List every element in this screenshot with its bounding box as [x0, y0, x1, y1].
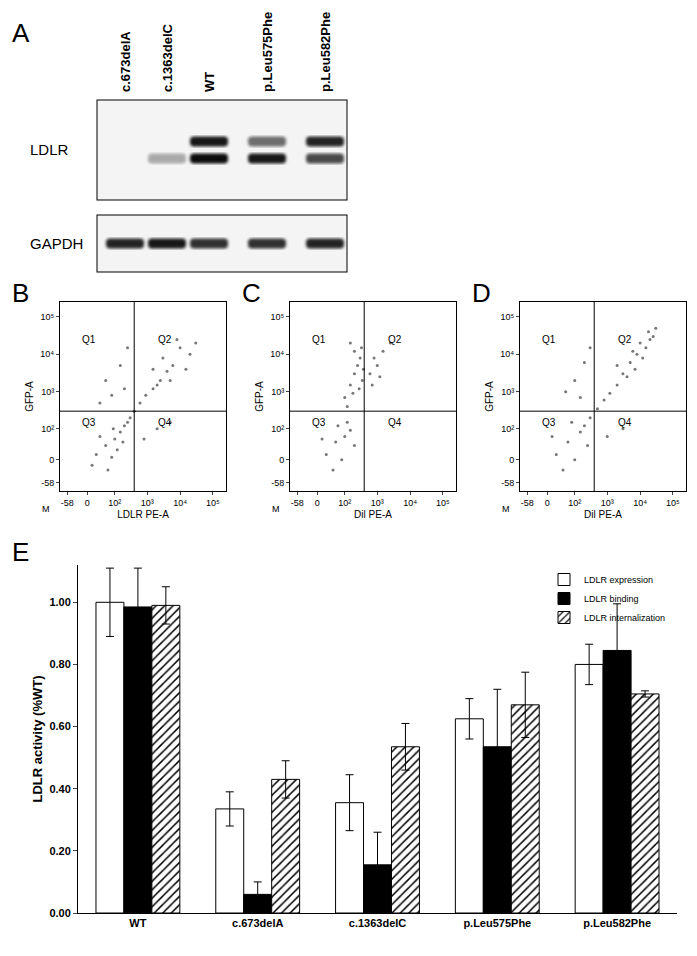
svg-text:Dil PE-A: Dil PE-A — [584, 509, 622, 520]
svg-text:10⁴: 10⁴ — [633, 498, 647, 508]
svg-text:GFP-A: GFP-A — [24, 381, 35, 412]
svg-text:10⁵: 10⁵ — [206, 498, 220, 508]
svg-text:Q1: Q1 — [312, 334, 326, 345]
svg-text:0: 0 — [545, 498, 550, 508]
svg-text:Q3: Q3 — [312, 417, 326, 428]
svg-text:0.80: 0.80 — [49, 658, 70, 670]
svg-text:10³: 10³ — [141, 498, 154, 508]
svg-text:Q4: Q4 — [388, 417, 402, 428]
svg-text:Q4: Q4 — [618, 417, 632, 428]
html-text:B: B — [12, 278, 30, 308]
svg-text:10⁵: 10⁵ — [666, 498, 680, 508]
svg-text:LDLR activity (%WT): LDLR activity (%WT) — [30, 675, 45, 802]
svg-text:0.00: 0.00 — [49, 907, 70, 919]
svg-text:Q3: Q3 — [542, 417, 556, 428]
svg-text:GFP-A: GFP-A — [484, 381, 495, 412]
svg-text:LDLR binding: LDLR binding — [584, 594, 639, 604]
svg-text:Q2: Q2 — [158, 334, 172, 345]
svg-text:10³: 10³ — [601, 498, 614, 508]
svg-text:10⁴: 10⁴ — [403, 498, 417, 508]
svg-text:c.673delA: c.673delA — [118, 31, 133, 92]
svg-text:-58: -58 — [501, 478, 514, 488]
svg-text:10⁴: 10⁴ — [270, 349, 284, 359]
svg-text:-58: -58 — [61, 498, 74, 508]
svg-text:10⁵: 10⁵ — [270, 312, 284, 322]
html-text:E: E — [12, 537, 30, 567]
svg-text:10²: 10² — [501, 424, 514, 434]
svg-text:10⁴: 10⁴ — [40, 349, 54, 359]
svg-text:M: M — [42, 504, 50, 514]
html-text:A: A — [12, 18, 30, 48]
svg-text:0: 0 — [279, 455, 284, 465]
svg-text:M: M — [272, 504, 280, 514]
svg-text:c.1363delC: c.1363delC — [349, 917, 407, 929]
svg-text:M: M — [502, 504, 510, 514]
svg-text:10²: 10² — [271, 424, 284, 434]
svg-text:0.60: 0.60 — [49, 720, 70, 732]
svg-text:c.673delA: c.673delA — [232, 917, 283, 929]
html-text:D: D — [472, 278, 491, 308]
svg-text:10²: 10² — [108, 498, 121, 508]
svg-text:-58: -58 — [41, 478, 54, 488]
svg-text:0: 0 — [315, 498, 320, 508]
svg-text:10³: 10³ — [271, 387, 284, 397]
svg-text:10²: 10² — [41, 424, 54, 434]
svg-text:10⁵: 10⁵ — [500, 312, 514, 322]
svg-text:10²: 10² — [568, 498, 581, 508]
svg-text:p.Leu575Phe: p.Leu575Phe — [463, 917, 531, 929]
svg-text:10⁵: 10⁵ — [436, 498, 450, 508]
svg-text:0.40: 0.40 — [49, 783, 70, 795]
svg-text:WT: WT — [129, 917, 146, 929]
svg-text:Dil PE-A: Dil PE-A — [354, 509, 392, 520]
svg-text:p.Leu575Phe: p.Leu575Phe — [260, 12, 275, 92]
svg-text:10³: 10³ — [501, 387, 514, 397]
svg-text:GFP-A: GFP-A — [254, 381, 265, 412]
svg-text:LDLR expression: LDLR expression — [584, 575, 653, 585]
svg-text:GAPDH: GAPDH — [30, 235, 83, 252]
svg-text:Q2: Q2 — [618, 334, 632, 345]
svg-text:Q1: Q1 — [82, 334, 96, 345]
svg-text:Q2: Q2 — [388, 334, 402, 345]
svg-text:p.Leu582Phe: p.Leu582Phe — [318, 12, 333, 92]
svg-text:0.20: 0.20 — [49, 845, 70, 857]
svg-text:c.1363delC: c.1363delC — [160, 23, 175, 92]
svg-text:10⁵: 10⁵ — [40, 312, 54, 322]
svg-text:LDLR PE-A: LDLR PE-A — [117, 509, 169, 520]
html-text:C: C — [242, 278, 261, 308]
svg-text:WT: WT — [202, 72, 217, 92]
svg-text:Q3: Q3 — [82, 417, 96, 428]
svg-text:-58: -58 — [291, 498, 304, 508]
svg-text:p.Leu582Phe: p.Leu582Phe — [583, 917, 651, 929]
svg-text:10²: 10² — [338, 498, 351, 508]
svg-text:10⁴: 10⁴ — [500, 349, 514, 359]
svg-text:10⁴: 10⁴ — [173, 498, 187, 508]
svg-text:-58: -58 — [271, 478, 284, 488]
svg-text:10³: 10³ — [371, 498, 384, 508]
svg-text:-58: -58 — [521, 498, 534, 508]
svg-text:0: 0 — [49, 455, 54, 465]
svg-text:LDLR internalization: LDLR internalization — [584, 613, 665, 623]
svg-text:0: 0 — [85, 498, 90, 508]
svg-text:Q4: Q4 — [158, 417, 172, 428]
svg-text:LDLR: LDLR — [30, 141, 69, 158]
svg-text:Q1: Q1 — [542, 334, 556, 345]
svg-text:1.00: 1.00 — [49, 596, 70, 608]
svg-text:10³: 10³ — [41, 387, 54, 397]
svg-text:0: 0 — [509, 455, 514, 465]
